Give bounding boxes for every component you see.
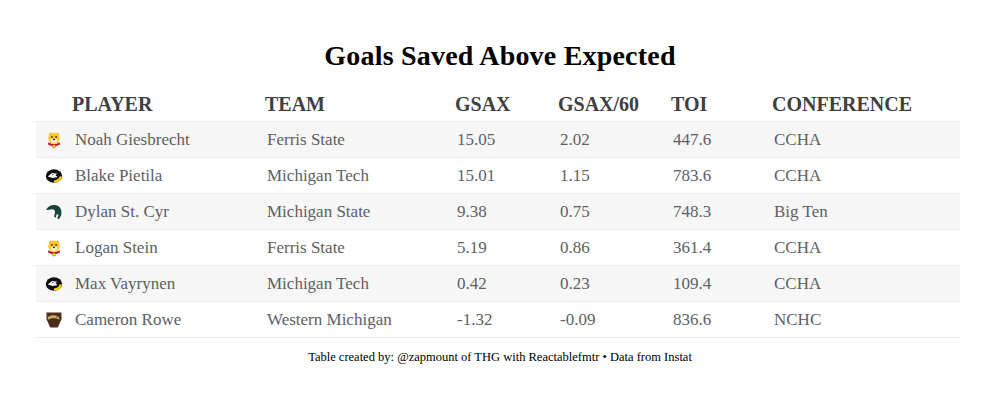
gsax60-cell: 2.02 xyxy=(558,122,671,158)
player-cell: Max Vayrynen xyxy=(36,266,265,302)
page-title: Goals Saved Above Expected xyxy=(0,40,1000,72)
gsax60-cell: 0.86 xyxy=(558,230,671,266)
table-row: Max Vayrynen Michigan Tech 0.42 0.23 109… xyxy=(36,266,960,302)
team-cell: Ferris State xyxy=(265,122,455,158)
column-header-team[interactable]: TEAM xyxy=(265,88,455,122)
michigan-state-logo-icon xyxy=(45,203,63,221)
gsax60-cell: -0.09 xyxy=(558,302,671,338)
column-header-gsax[interactable]: GSAX xyxy=(455,88,558,122)
player-cell: Noah Giesbrecht xyxy=(36,122,265,158)
toi-cell: 447.6 xyxy=(671,122,772,158)
conference-cell: CCHA xyxy=(772,122,960,158)
conference-cell: CCHA xyxy=(772,266,960,302)
toi-cell: 361.4 xyxy=(671,230,772,266)
western-michigan-logo-icon xyxy=(45,311,63,329)
table-row: Cameron Rowe Western Michigan -1.32 -0.0… xyxy=(36,302,960,338)
gsax-table: PLAYER TEAM GSAX GSAX/60 TOI CONFERENCE … xyxy=(36,88,960,338)
player-name: Max Vayrynen xyxy=(75,274,175,294)
table-header: PLAYER TEAM GSAX GSAX/60 TOI CONFERENCE xyxy=(36,88,960,122)
player-name: Blake Pietila xyxy=(75,166,162,186)
conference-cell: CCHA xyxy=(772,158,960,194)
page: Goals Saved Above Expected PLAYER TEAM G… xyxy=(0,0,1000,404)
player-cell: Dylan St. Cyr xyxy=(36,194,265,230)
gsax-table-wrap: PLAYER TEAM GSAX GSAX/60 TOI CONFERENCE … xyxy=(36,88,960,338)
column-header-gsax60[interactable]: GSAX/60 xyxy=(558,88,671,122)
team-cell: Ferris State xyxy=(265,230,455,266)
toi-cell: 836.6 xyxy=(671,302,772,338)
gsax-cell: 15.05 xyxy=(455,122,558,158)
conference-cell: Big Ten xyxy=(772,194,960,230)
table-row: Dylan St. Cyr Michigan State 9.38 0.75 7… xyxy=(36,194,960,230)
toi-cell: 783.6 xyxy=(671,158,772,194)
player-cell: Cameron Rowe xyxy=(36,302,265,338)
gsax-cell: 5.19 xyxy=(455,230,558,266)
conference-cell: NCHC xyxy=(772,302,960,338)
toi-cell: 748.3 xyxy=(671,194,772,230)
team-cell: Michigan State xyxy=(265,194,455,230)
michigan-tech-logo-icon xyxy=(45,167,63,185)
gsax-cell: 0.42 xyxy=(455,266,558,302)
conference-cell: CCHA xyxy=(772,230,960,266)
team-cell: Michigan Tech xyxy=(265,266,455,302)
table-row: Noah Giesbrecht Ferris State 15.05 2.02 … xyxy=(36,122,960,158)
team-cell: Michigan Tech xyxy=(265,158,455,194)
column-header-toi[interactable]: TOI xyxy=(671,88,772,122)
gsax-cell: 9.38 xyxy=(455,194,558,230)
michigan-tech-logo-icon xyxy=(45,275,63,293)
player-name: Cameron Rowe xyxy=(75,310,181,330)
table-body: Noah Giesbrecht Ferris State 15.05 2.02 … xyxy=(36,122,960,338)
gsax60-cell: 0.75 xyxy=(558,194,671,230)
player-name: Dylan St. Cyr xyxy=(75,202,169,222)
toi-cell: 109.4 xyxy=(671,266,772,302)
column-header-player[interactable]: PLAYER xyxy=(36,88,265,122)
player-cell: Logan Stein xyxy=(36,230,265,266)
gsax60-cell: 0.23 xyxy=(558,266,671,302)
gsax-cell: 15.01 xyxy=(455,158,558,194)
team-cell: Western Michigan xyxy=(265,302,455,338)
gsax-cell: -1.32 xyxy=(455,302,558,338)
player-cell: Blake Pietila xyxy=(36,158,265,194)
ferris-state-logo-icon xyxy=(45,131,63,149)
table-row: Blake Pietila Michigan Tech 15.01 1.15 7… xyxy=(36,158,960,194)
table-row: Logan Stein Ferris State 5.19 0.86 361.4… xyxy=(36,230,960,266)
player-name: Noah Giesbrecht xyxy=(75,130,190,150)
ferris-state-logo-icon xyxy=(45,239,63,257)
player-name: Logan Stein xyxy=(75,238,158,258)
attribution-text: Table created by: @zapmount of THG with … xyxy=(0,350,1000,365)
gsax60-cell: 1.15 xyxy=(558,158,671,194)
column-header-conference[interactable]: CONFERENCE xyxy=(772,88,960,122)
